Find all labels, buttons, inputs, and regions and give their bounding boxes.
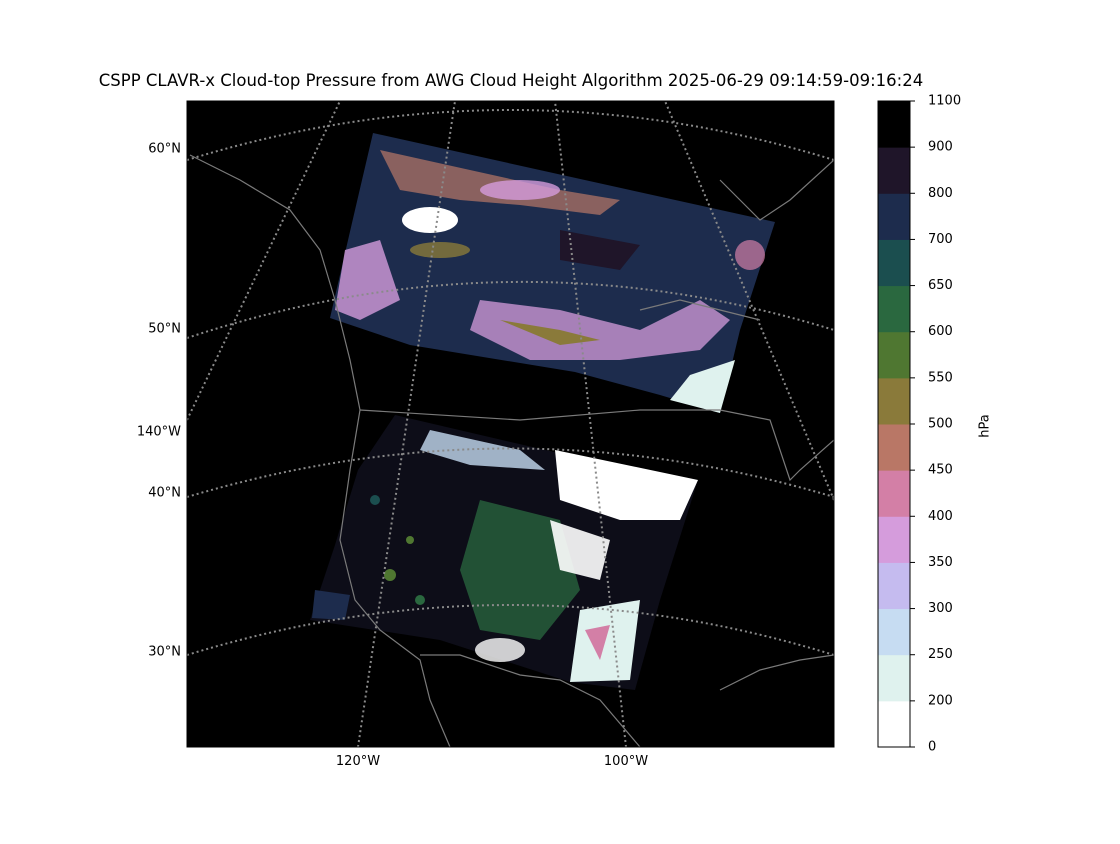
colorbar-tick-label: 600 [928, 324, 953, 339]
title: CSPP CLAVR-x Cloud-top Pressure from AWG… [99, 71, 923, 90]
colorbar-tick-label: 650 [928, 278, 953, 293]
colorbar-bin [878, 424, 910, 471]
map: 60°N 50°N 40°N 30°N 140°W 120°W 100°W [137, 100, 835, 769]
graticule [187, 101, 834, 747]
colorbar-tick-label: 400 [928, 509, 953, 524]
colorbar: 0 200 250 300 350 400 450 500 550 600 650 700 800 900… [877, 94, 961, 755]
lon-label: 100°W [604, 754, 648, 769]
lon-label: 140°W [137, 425, 181, 440]
swath-north [330, 133, 775, 413]
colorbar-tick-label: 200 [928, 693, 953, 708]
colorbar-tick-label: 0 [928, 740, 936, 755]
colorbar-tick-label: 350 [928, 555, 953, 570]
colorbar-tick-label: 300 [928, 601, 953, 616]
lon-label: 120°W [336, 754, 380, 769]
lat-label: 30°N [148, 645, 181, 660]
map-frame [186, 100, 835, 748]
colorbar-tick-label: 550 [928, 370, 953, 385]
colorbar-tick-label: 700 [928, 232, 953, 247]
lat-label: 40°N [148, 486, 181, 501]
colorbar-bin [878, 239, 910, 287]
colorbar-label: hPa [978, 414, 993, 437]
lat-label: 50°N [148, 322, 181, 337]
colorbar-tick-label: 800 [928, 186, 953, 201]
colorbar-bin [878, 470, 910, 517]
colorbar-tick-label: 900 [928, 140, 953, 155]
swath-south [310, 415, 698, 690]
colorbar-bin [878, 147, 910, 194]
colorbar-bin [878, 193, 910, 240]
colorbar-bin [878, 101, 910, 148]
colorbar-bin [878, 700, 910, 748]
colorbar-bin [878, 516, 910, 563]
colorbar-tick-label: 250 [928, 647, 953, 662]
colorbar-tick-label: 500 [928, 417, 953, 432]
colorbar-bin [878, 562, 910, 610]
lat-label: 60°N [148, 142, 181, 157]
colorbar-bin [878, 654, 910, 702]
colorbar-bin [878, 285, 910, 333]
colorbar-bin [878, 331, 910, 379]
colorbar-tick-label: 1100 [928, 94, 961, 109]
colorbar-tick-label: 450 [928, 463, 953, 478]
colorbar-bin [878, 608, 910, 656]
coastlines [189, 154, 834, 747]
colorbar-bin [878, 377, 910, 425]
